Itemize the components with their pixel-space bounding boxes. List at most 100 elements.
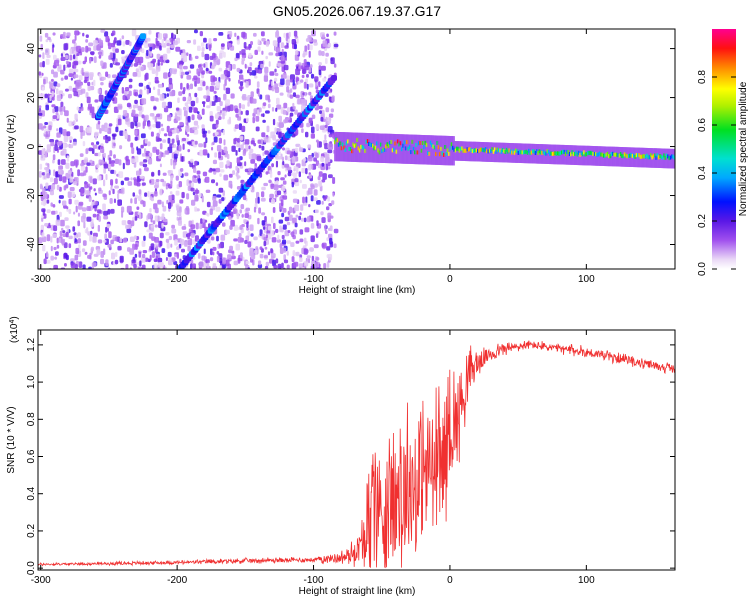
noise-speckle bbox=[275, 46, 281, 53]
noise-speckle bbox=[159, 163, 162, 168]
noise-speckle bbox=[150, 224, 154, 228]
noise-speckle bbox=[46, 54, 51, 58]
noise-speckle bbox=[73, 91, 78, 97]
noise-speckle bbox=[62, 148, 67, 156]
noise-speckle bbox=[143, 235, 146, 241]
noise-speckle bbox=[303, 50, 308, 56]
noise-speckle bbox=[162, 139, 167, 143]
noise-speckle bbox=[276, 190, 282, 196]
snr-series-line bbox=[38, 340, 675, 569]
noise-speckle bbox=[68, 68, 74, 75]
noise-speckle bbox=[302, 202, 308, 206]
noise-speckle bbox=[232, 170, 235, 175]
noise-speckle bbox=[113, 106, 119, 113]
noise-speckle bbox=[176, 252, 179, 259]
noise-speckle bbox=[85, 45, 89, 53]
noise-speckle bbox=[315, 152, 319, 159]
noise-speckle bbox=[285, 36, 288, 42]
noise-speckle bbox=[167, 251, 172, 257]
noise-speckle bbox=[317, 180, 322, 187]
noise-speckle bbox=[213, 90, 217, 94]
noise-speckle bbox=[241, 49, 246, 56]
noise-speckle bbox=[98, 215, 101, 222]
noise-speckle bbox=[308, 50, 311, 58]
noise-speckle bbox=[153, 44, 157, 49]
noise-speckle bbox=[78, 75, 83, 81]
noise-speckle bbox=[306, 122, 311, 128]
noise-speckle bbox=[160, 123, 164, 127]
noise-speckle bbox=[295, 214, 299, 218]
noise-speckle bbox=[131, 29, 137, 37]
noise-speckle bbox=[271, 163, 274, 168]
noise-speckle bbox=[63, 106, 66, 112]
noise-speckle bbox=[250, 91, 254, 98]
noise-speckle bbox=[324, 124, 328, 128]
noise-speckle bbox=[294, 147, 299, 153]
noise-speckle bbox=[241, 125, 246, 132]
noise-speckle bbox=[212, 246, 217, 251]
noise-speckle bbox=[51, 104, 56, 108]
noise-speckle bbox=[38, 105, 42, 109]
noise-speckle bbox=[282, 147, 285, 151]
noise-speckle bbox=[219, 52, 223, 59]
noise-speckle bbox=[87, 254, 92, 259]
noise-speckle bbox=[314, 76, 319, 82]
noise-speckle bbox=[186, 133, 190, 137]
noise-speckle bbox=[191, 141, 195, 145]
noise-speckle bbox=[291, 39, 297, 45]
noise-speckle bbox=[194, 189, 200, 194]
noise-speckle bbox=[222, 190, 225, 196]
noise-speckle bbox=[60, 219, 65, 227]
noise-speckle bbox=[261, 132, 266, 138]
noise-speckle bbox=[186, 99, 192, 105]
noise-speckle bbox=[53, 264, 58, 269]
noise-speckle bbox=[205, 212, 209, 216]
noise-speckle bbox=[162, 53, 168, 61]
noise-speckle bbox=[241, 57, 246, 62]
noise-speckle bbox=[326, 246, 331, 251]
noise-speckle bbox=[45, 48, 50, 56]
noise-speckle bbox=[270, 230, 274, 237]
noise-speckle bbox=[275, 154, 279, 160]
noise-speckle bbox=[103, 210, 108, 216]
noise-speckle bbox=[260, 63, 264, 69]
noise-speckle bbox=[272, 259, 277, 267]
noise-speckle bbox=[83, 79, 88, 84]
noise-speckle bbox=[42, 52, 45, 59]
noise-speckle bbox=[89, 186, 93, 190]
noise-speckle bbox=[110, 208, 115, 214]
noise-speckle bbox=[215, 182, 219, 186]
noise-speckle bbox=[313, 189, 318, 196]
noise-speckle bbox=[201, 51, 205, 58]
noise-speckle bbox=[281, 234, 285, 240]
noise-speckle bbox=[250, 41, 253, 46]
noise-speckle bbox=[317, 161, 320, 165]
noise-speckle bbox=[149, 254, 152, 261]
noise-speckle bbox=[143, 159, 148, 163]
noise-speckle bbox=[328, 253, 333, 261]
noise-speckle bbox=[228, 64, 231, 72]
noise-speckle bbox=[223, 174, 229, 181]
noise-speckle bbox=[238, 147, 241, 153]
noise-speckle bbox=[45, 58, 50, 65]
noise-speckle bbox=[219, 173, 222, 177]
noise-speckle bbox=[73, 120, 76, 125]
noise-speckle bbox=[307, 144, 312, 149]
noise-speckle bbox=[66, 155, 70, 162]
noise-speckle bbox=[262, 152, 265, 157]
noise-speckle bbox=[81, 67, 84, 75]
noise-speckle bbox=[138, 111, 143, 117]
noise-speckle bbox=[182, 96, 187, 102]
noise-speckle bbox=[86, 206, 91, 211]
noise-speckle bbox=[267, 225, 272, 231]
noise-speckle bbox=[315, 257, 320, 261]
noise-speckle bbox=[228, 116, 231, 124]
noise-speckle bbox=[290, 88, 293, 93]
noise-speckle bbox=[115, 126, 119, 133]
noise-speckle bbox=[185, 206, 190, 211]
noise-speckle bbox=[205, 67, 209, 72]
noise-speckle bbox=[45, 131, 48, 138]
noise-speckle bbox=[234, 108, 239, 114]
noise-speckle bbox=[257, 46, 261, 52]
noise-speckle bbox=[171, 32, 174, 39]
